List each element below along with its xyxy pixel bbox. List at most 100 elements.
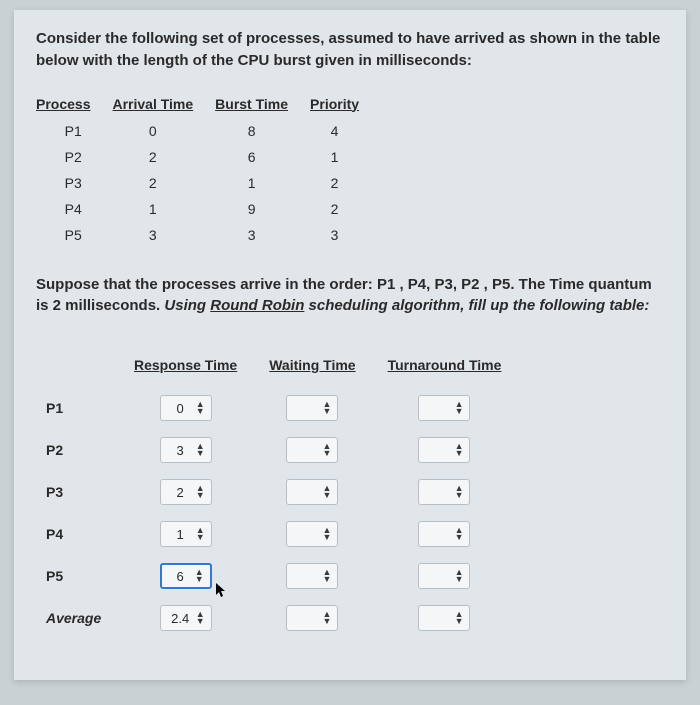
number-stepper[interactable]: ▲▼	[286, 521, 338, 547]
number-stepper[interactable]: ▲▼	[418, 563, 470, 589]
stepper-arrows-icon[interactable]: ▲▼	[455, 485, 464, 499]
row-label: P3	[42, 471, 118, 513]
stepper-arrows-icon[interactable]: ▲▼	[322, 611, 331, 625]
instr-rr: Round Robin	[210, 297, 304, 314]
stepper-arrows-icon[interactable]: ▲▼	[455, 401, 464, 415]
answer-cell: ▲▼	[253, 471, 371, 513]
stepper-arrows-icon[interactable]: ▲▼	[322, 401, 331, 415]
table-cell: P2	[36, 144, 110, 170]
answer-cell: ▲▼	[253, 597, 371, 639]
table-cell: 9	[213, 196, 308, 222]
table-row: P3212	[36, 170, 379, 196]
stepper-arrows-icon[interactable]: ▲▼	[196, 485, 205, 499]
answer-cell: ▲▼	[372, 429, 518, 471]
number-stepper[interactable]: ▲▼	[286, 563, 338, 589]
stepper-arrows-icon[interactable]: ▲▼	[455, 443, 464, 457]
table-cell: P5	[36, 222, 110, 248]
table-cell: 8	[213, 118, 308, 144]
stepper-value: 2.4	[169, 611, 192, 626]
row-label: P5	[42, 555, 118, 597]
table-cell: P4	[36, 196, 110, 222]
col-process: Process	[36, 94, 110, 118]
answer-cell: ▲▼	[372, 471, 518, 513]
table-row: P23▲▼▲▼▲▼	[42, 429, 517, 471]
stepper-arrows-icon[interactable]: ▲▼	[322, 443, 331, 457]
answer-table: Response Time Waiting Time Turnaround Ti…	[42, 357, 517, 639]
process-table: Process Arrival Time Burst Time Priority…	[36, 94, 379, 248]
number-stepper[interactable]: ▲▼	[418, 395, 470, 421]
stepper-arrows-icon[interactable]: ▲▼	[196, 527, 205, 541]
instr-order: P1 , P4, P3, P2 , P5.	[377, 276, 515, 293]
number-stepper[interactable]: ▲▼	[286, 605, 338, 631]
number-stepper[interactable]: 1 ▲▼	[160, 521, 212, 547]
number-stepper[interactable]: ▲▼	[418, 437, 470, 463]
number-stepper[interactable]: ▲▼	[286, 479, 338, 505]
number-stepper[interactable]: 0 ▲▼	[160, 395, 212, 421]
table-cell: 1	[308, 144, 379, 170]
number-stepper[interactable]: ▲▼	[418, 605, 470, 631]
table-row: P2261	[36, 144, 379, 170]
answer-cell: 6 ▲▼	[118, 555, 253, 597]
table-row: P3 2 ▲▼ ▲▼ ▲▼	[42, 471, 517, 513]
stepper-value: 1	[169, 527, 192, 542]
stepper-value: 2	[169, 485, 192, 500]
table-cell: 2	[110, 170, 213, 196]
instr-a: Suppose that the processes arrive in the…	[36, 276, 377, 293]
table-cell: 3	[110, 222, 213, 248]
answer-cell: ▲▼	[253, 555, 371, 597]
stepper-arrows-icon[interactable]: ▲▼	[455, 527, 464, 541]
table-row: P1 0 ▲▼ ▲▼ ▲▼	[42, 387, 517, 429]
stepper-arrows-icon[interactable]: ▲▼	[196, 401, 205, 415]
col-arrival: Arrival Time	[110, 94, 213, 118]
stepper-value: 0	[169, 401, 192, 416]
col-response: Response Time	[118, 357, 253, 387]
blank-header	[42, 357, 118, 387]
stepper-arrows-icon[interactable]: ▲▼	[322, 527, 331, 541]
answer-cell: ▲▼	[253, 513, 371, 555]
col-burst: Burst Time	[213, 94, 308, 118]
table-cell: P1	[36, 118, 110, 144]
answer-cell: ▲▼	[372, 597, 518, 639]
row-label: P2	[42, 429, 118, 471]
table-row: Average2.4▲▼▲▼▲▼	[42, 597, 517, 639]
table-row: P4192	[36, 196, 379, 222]
table-row: P1084	[36, 118, 379, 144]
table-row: P5333	[36, 222, 379, 248]
stepper-arrows-icon[interactable]: ▲▼	[455, 569, 464, 583]
number-stepper[interactable]: ▲▼	[418, 479, 470, 505]
stepper-arrows-icon[interactable]: ▲▼	[196, 611, 205, 625]
answer-cell: ▲▼	[372, 387, 518, 429]
stepper-arrows-icon[interactable]: ▲▼	[455, 611, 464, 625]
number-stepper[interactable]: ▲▼	[418, 521, 470, 547]
stepper-arrows-icon[interactable]: ▲▼	[322, 485, 331, 499]
table-cell: 0	[110, 118, 213, 144]
number-stepper[interactable]: ▲▼	[286, 437, 338, 463]
row-label: P1	[42, 387, 118, 429]
stepper-arrows-icon[interactable]: ▲▼	[195, 569, 204, 583]
col-waiting: Waiting Time	[253, 357, 371, 387]
number-stepper[interactable]: 2.4 ▲▼	[160, 605, 212, 631]
table-cell: 3	[308, 222, 379, 248]
table-row: P5 6 ▲▼ ▲▼ ▲▼	[42, 555, 517, 597]
answer-cell: 3▲▼	[118, 429, 253, 471]
table-cell: 1	[110, 196, 213, 222]
table-cell: 2	[308, 170, 379, 196]
intro-text: Consider the following set of processes,…	[36, 28, 664, 72]
stepper-value: 6	[170, 569, 191, 584]
number-stepper[interactable]: 2 ▲▼	[160, 479, 212, 505]
number-stepper[interactable]: ▲▼	[286, 395, 338, 421]
stepper-arrows-icon[interactable]: ▲▼	[322, 569, 331, 583]
table-cell: 2	[110, 144, 213, 170]
stepper-arrows-icon[interactable]: ▲▼	[196, 443, 205, 457]
answer-cell: 2.4 ▲▼	[118, 597, 253, 639]
table-cell: 6	[213, 144, 308, 170]
instr-c: Using	[164, 297, 210, 314]
number-stepper[interactable]: 3▲▼	[160, 437, 212, 463]
instructions: Suppose that the processes arrive in the…	[36, 274, 664, 318]
col-turnaround: Turnaround Time	[372, 357, 518, 387]
answer-cell: 1 ▲▼	[118, 513, 253, 555]
table-row: P41▲▼▲▼▲▼	[42, 513, 517, 555]
number-stepper[interactable]: 6 ▲▼	[160, 563, 212, 589]
table-cell: 1	[213, 170, 308, 196]
table-cell: P3	[36, 170, 110, 196]
